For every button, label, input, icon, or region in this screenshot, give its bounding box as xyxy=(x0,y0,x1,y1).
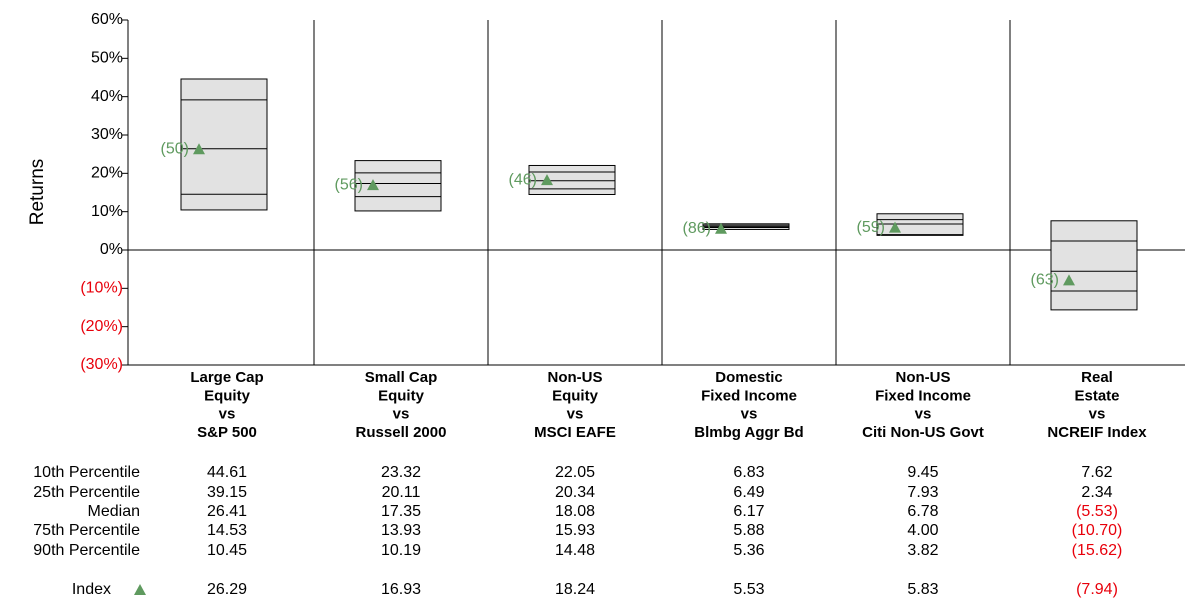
table-value: 20.34 xyxy=(555,484,595,501)
table-value: 20.11 xyxy=(382,484,421,501)
table-value: 13.93 xyxy=(381,522,421,539)
y-tick-label: 60% xyxy=(91,11,123,28)
row-label: 25th Percentile xyxy=(33,484,140,501)
row-label: 10th Percentile xyxy=(33,464,140,481)
category-label: vs xyxy=(393,406,410,423)
category-label: Citi Non-US Govt xyxy=(862,424,984,441)
table-value: 17.35 xyxy=(381,503,421,520)
category-label: Equity xyxy=(378,387,424,404)
table-value: 22.05 xyxy=(555,464,595,481)
rank-label: (63) xyxy=(1031,272,1059,289)
table-value: 39.15 xyxy=(207,484,247,501)
table-value: 9.45 xyxy=(907,464,938,481)
y-axis-label: Returns xyxy=(27,159,48,226)
index-marker xyxy=(367,179,379,191)
table-value: 26.29 xyxy=(207,581,247,598)
category-label: Non-US xyxy=(896,369,951,386)
category-label: Estate xyxy=(1074,387,1119,404)
y-tick-label: 50% xyxy=(91,50,123,67)
category-label: Domestic xyxy=(715,369,783,386)
category-label: Equity xyxy=(204,387,250,404)
category-label: vs xyxy=(915,406,932,423)
category-label: Blmbg Aggr Bd xyxy=(694,424,803,441)
category-label: Small Cap xyxy=(365,369,438,386)
category-label: vs xyxy=(741,406,758,423)
category-label: Equity xyxy=(552,387,598,404)
row-label: Index xyxy=(72,581,111,598)
category-label: Russell 2000 xyxy=(356,424,447,441)
percentile-box xyxy=(180,78,268,211)
table-value: (15.62) xyxy=(1072,542,1123,559)
table-value: 10.45 xyxy=(207,542,247,559)
category-label: S&P 500 xyxy=(197,424,257,441)
rank-label: (46) xyxy=(509,171,537,188)
category-label: Fixed Income xyxy=(875,387,971,404)
category-label: vs xyxy=(1089,406,1106,423)
category-label: Real xyxy=(1081,369,1113,386)
y-tick-label: 20% xyxy=(91,165,123,182)
table-value: 6.78 xyxy=(907,503,938,520)
index-marker xyxy=(193,143,205,155)
row-label: 75th Percentile xyxy=(33,522,140,539)
index-marker xyxy=(1063,274,1075,286)
category-label: MSCI EAFE xyxy=(534,424,616,441)
table-value: 44.61 xyxy=(207,464,247,481)
table-value: 5.83 xyxy=(907,581,938,598)
index-marker xyxy=(715,222,727,234)
category-label: Non-US xyxy=(548,369,603,386)
row-label: 90th Percentile xyxy=(33,542,140,559)
rank-label: (50) xyxy=(161,140,189,157)
table-value: 7.62 xyxy=(1081,464,1112,481)
category-label: Large Cap xyxy=(190,369,263,386)
category-label: vs xyxy=(219,406,236,423)
table-value: (5.53) xyxy=(1076,503,1118,520)
table-value: 4.00 xyxy=(907,522,938,539)
percentile-box xyxy=(1050,220,1138,311)
index-marker xyxy=(889,221,901,233)
table-value: 5.53 xyxy=(733,581,764,598)
y-tick-label: (30%) xyxy=(80,356,123,373)
rank-label: (59) xyxy=(857,219,885,236)
category-label: Fixed Income xyxy=(701,387,797,404)
table-value: 5.88 xyxy=(733,522,764,539)
table-value: 3.82 xyxy=(907,542,938,559)
table-value: 6.17 xyxy=(733,503,764,520)
category-label: NCREIF Index xyxy=(1047,424,1147,441)
y-tick-label: 10% xyxy=(91,203,123,220)
table-value: 6.49 xyxy=(733,484,764,501)
table-value: (7.94) xyxy=(1076,581,1118,598)
y-tick-label: 30% xyxy=(91,126,123,143)
table-value: 2.34 xyxy=(1081,484,1112,501)
category-label: vs xyxy=(567,406,584,423)
table-value: 6.83 xyxy=(733,464,764,481)
table-value: (10.70) xyxy=(1072,522,1123,539)
percentile-box xyxy=(354,160,442,212)
table-value: 5.36 xyxy=(733,542,764,559)
y-tick-label: (10%) xyxy=(80,280,123,297)
table-value: 7.93 xyxy=(907,484,938,501)
y-tick-label: 40% xyxy=(91,88,123,105)
table-value: 18.24 xyxy=(555,581,595,598)
rank-label: (56) xyxy=(335,176,363,193)
table-value: 18.08 xyxy=(555,503,595,520)
table-value: 14.48 xyxy=(555,542,595,559)
rank-label: (86) xyxy=(683,220,711,237)
table-value: 10.19 xyxy=(381,542,421,559)
table-value: 16.93 xyxy=(381,581,421,598)
y-tick-label: 0% xyxy=(100,241,123,258)
index-marker xyxy=(541,174,553,186)
percentile-box xyxy=(528,164,616,195)
table-value: 14.53 xyxy=(207,522,247,539)
table-value: 15.93 xyxy=(555,522,595,539)
table-value: 26.41 xyxy=(207,503,247,520)
row-label: Median xyxy=(88,503,140,520)
index-legend-marker xyxy=(134,584,146,595)
table-value: 23.32 xyxy=(381,464,421,481)
y-tick-label: (20%) xyxy=(80,318,123,335)
